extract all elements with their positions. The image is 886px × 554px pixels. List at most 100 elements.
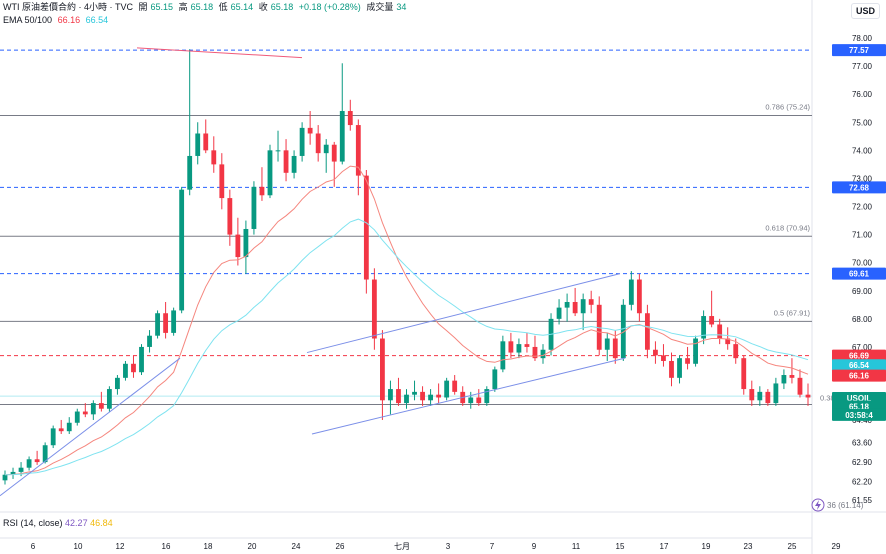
fib-label-2: 0.5 (67.91)	[774, 308, 811, 317]
fib-label-3: 0.382	[820, 393, 839, 402]
rsi-value: 42.27	[65, 518, 88, 528]
candle-body	[612, 338, 618, 359]
price-tag-bg	[832, 349, 886, 362]
fib-label-0: 0.786 (75.24)	[765, 103, 810, 112]
resistance-trendline	[136, 47, 303, 59]
price-axis-label: 72.00	[852, 203, 873, 212]
price-tag-label: 72.68	[849, 183, 870, 192]
currency-button[interactable]: USD	[850, 3, 880, 19]
candle-body	[90, 403, 96, 415]
candle-body	[243, 228, 249, 258]
high-value: 65.18	[190, 2, 214, 12]
candle-body	[749, 389, 755, 401]
candle-body	[251, 186, 257, 229]
time-axis-label: 20	[248, 542, 257, 551]
high-label: 高	[178, 2, 188, 12]
fib-label-1: 0.618 (70.94)	[765, 223, 810, 232]
price-tag-bg	[832, 359, 886, 372]
candle-body	[58, 428, 64, 432]
candle-body	[155, 313, 160, 336]
price-tag-label: 66.16	[849, 372, 870, 381]
candle-body	[74, 411, 80, 423]
price-axis-label: 62.90	[852, 458, 873, 467]
price-axis-label: 74.00	[852, 146, 873, 155]
lightning-bolt-icon	[815, 500, 821, 510]
candle-body	[644, 313, 650, 350]
price-axis-label: 71.00	[852, 231, 873, 240]
candle-body	[685, 358, 690, 364]
price-tag-label: 03:58:4	[845, 411, 873, 420]
time-axis-label: 七月	[394, 542, 410, 551]
symbol-title[interactable]: WTI 原油差價合約 · 4小時 · TVC	[3, 2, 133, 12]
candle-body	[219, 164, 225, 199]
candle-body	[396, 389, 401, 404]
price-axis-label: 62.20	[852, 478, 873, 487]
candle-body	[42, 445, 48, 463]
candle-body	[267, 150, 273, 196]
price-axis-label: 61.55	[852, 496, 873, 505]
price-axis-label: 69.00	[852, 287, 873, 296]
candle-body	[540, 349, 546, 359]
open-label: 開	[138, 2, 148, 12]
candle-body	[139, 346, 144, 373]
ema-label: EMA 50/100	[3, 15, 53, 25]
candle-body	[371, 279, 377, 339]
price-axis-label: 78.00	[852, 34, 873, 43]
candle-body	[428, 394, 433, 401]
candle-body	[733, 344, 739, 359]
candle-body	[653, 349, 658, 356]
change-value: +0.18 (+0.28%)	[298, 2, 361, 12]
price-axis-label: 63.60	[852, 438, 873, 447]
price-axis-label: 67.00	[852, 343, 873, 352]
candle-body	[484, 389, 490, 404]
price-axis-label: 75.00	[852, 118, 873, 127]
ema-legend[interactable]: EMA 50/100 66.16 66.54	[3, 14, 111, 26]
candle-body	[508, 341, 514, 353]
time-axis-label: 11	[572, 542, 581, 551]
rsi-legend[interactable]: RSI (14, close) 42.27 46.84	[3, 518, 113, 528]
time-axis-label: 19	[702, 542, 711, 551]
candle-body	[106, 389, 112, 409]
candle-body	[628, 279, 634, 305]
candle-body	[307, 127, 313, 134]
candle-body	[131, 363, 136, 373]
candle-body	[50, 428, 56, 446]
candle-body	[18, 467, 24, 472]
candle-body	[604, 338, 610, 350]
time-axis-label: 23	[744, 542, 753, 551]
chart-header: WTI 原油差價合約 · 4小時 · TVC 開 65.15 高 65.18 低 65…	[3, 1, 409, 13]
candle-body	[315, 133, 321, 154]
candle-body	[773, 383, 779, 404]
rsi-label: RSI (14, close)	[3, 518, 63, 528]
candle-body	[468, 397, 474, 404]
time-axis-label: 9	[532, 542, 537, 551]
candle-body	[187, 155, 193, 190]
price-tag-label: 69.61	[849, 270, 870, 279]
candle-body	[331, 144, 337, 162]
ema50-value: 66.16	[57, 15, 81, 25]
price-tag-bg	[832, 181, 886, 194]
candle-body	[789, 375, 795, 378]
candle-body	[452, 380, 458, 392]
candle-body	[532, 346, 538, 359]
candle-body	[115, 377, 120, 390]
candle-body	[179, 189, 185, 311]
candle-body	[444, 380, 450, 398]
price-tag-bg	[832, 44, 886, 57]
channel-upper-line	[306, 273, 621, 354]
price-tag-label: 77.57	[849, 46, 870, 55]
price-axis-label: 70.00	[852, 259, 873, 268]
candle-body	[709, 316, 715, 325]
ema50-line	[4, 165, 809, 476]
time-axis-label: 6	[31, 542, 36, 551]
price-tag-bg	[832, 267, 886, 280]
candle-body	[476, 397, 482, 404]
time-axis-label: 16	[162, 542, 171, 551]
candle-body	[556, 307, 562, 319]
candle-body	[171, 310, 177, 333]
candle-body	[805, 394, 811, 398]
candle-body	[363, 175, 369, 280]
candle-body	[195, 133, 201, 156]
candle-body	[323, 144, 329, 154]
